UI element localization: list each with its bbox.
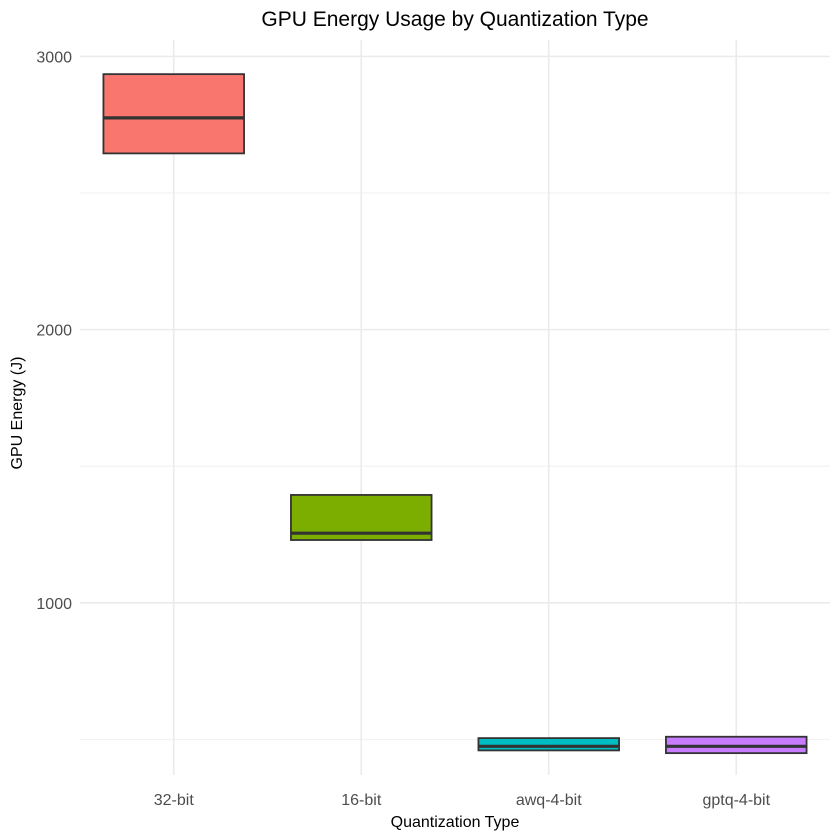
y-tick-label: 2000 <box>36 323 72 340</box>
box-awq-4-bit <box>477 737 620 752</box>
x-axis-title: Quantization Type <box>391 814 520 831</box>
x-tick-label: gptq-4-bit <box>702 792 770 809</box>
y-tick-label: 3000 <box>36 49 72 66</box>
x-tick-label: awq-4-bit <box>516 792 582 809</box>
chart-title: GPU Energy Usage by Quantization Type <box>261 8 648 31</box>
y-tick-label: 1000 <box>36 596 72 613</box>
box-layer <box>102 73 808 755</box>
box-32-bit <box>102 73 245 155</box>
tick-layer: 1000 2000 3000 32-bit 16-bit awq-4-bit gptq-4-… <box>36 49 770 809</box>
y-axis-title: GPU Energy (J) <box>9 357 26 470</box>
x-tick-label: 16-bit <box>341 792 382 809</box>
grid-layer <box>80 40 830 775</box>
x-tick-label: 32-bit <box>154 792 195 809</box>
